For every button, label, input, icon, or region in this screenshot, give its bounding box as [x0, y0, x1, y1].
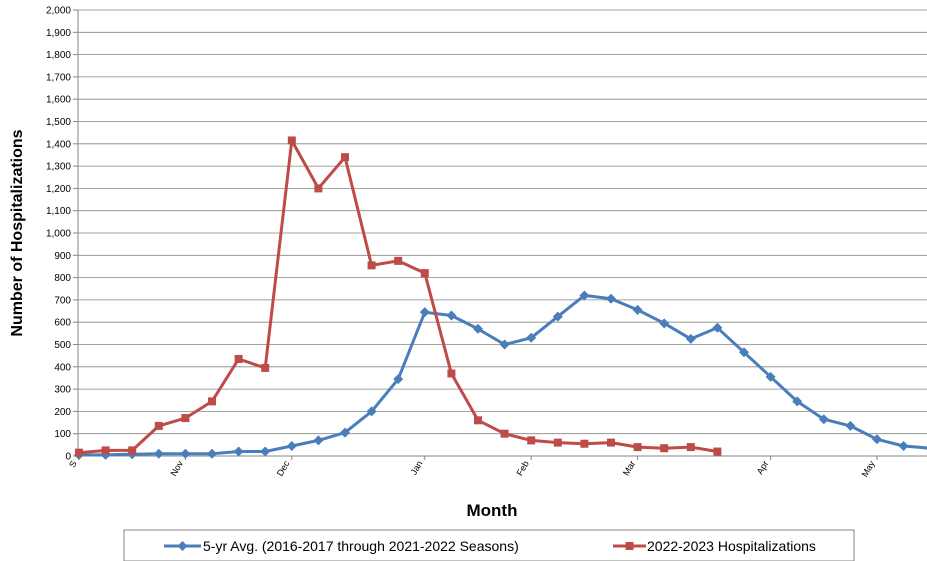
- y-tick-label: 1,200: [46, 184, 71, 195]
- y-tick-label: 200: [54, 407, 71, 418]
- y-tick-label: 1,600: [46, 95, 71, 106]
- y-tick-label: 1,300: [46, 162, 71, 173]
- data-point: [526, 332, 537, 343]
- y-tick-label: 900: [54, 251, 71, 262]
- y-tick-label: 300: [54, 385, 71, 396]
- data-point: [713, 447, 722, 456]
- y-tick-label: 0: [65, 452, 71, 463]
- data-point: [553, 438, 562, 447]
- data-point: [153, 448, 164, 459]
- data-point: [872, 434, 882, 445]
- y-tick-label: 400: [54, 362, 71, 373]
- data-point: [341, 153, 349, 162]
- data-point: [101, 446, 110, 455]
- data-point: [180, 448, 191, 459]
- data-point: [500, 429, 509, 438]
- data-point: [233, 446, 244, 457]
- y-tick-label: 1,700: [46, 72, 71, 83]
- data-point: [366, 406, 377, 417]
- y-tick-label: 1,100: [46, 206, 71, 217]
- data-point: [208, 397, 216, 406]
- legend-box: [123, 529, 855, 561]
- y-axis-title: Number of Hospitalizations: [9, 129, 26, 336]
- data-point: [686, 443, 695, 452]
- data-point: [154, 421, 163, 430]
- x-tick-label: S: [67, 459, 79, 469]
- x-tick-label: Apr: [755, 459, 771, 476]
- y-axis-ticks: 0 100 200 300 400 500 600 700 800 900 1,000 1,100 1,…: [46, 6, 78, 463]
- y-tick-label: 1,800: [46, 50, 71, 61]
- data-point: [580, 439, 589, 448]
- y-tick-label: 700: [54, 295, 71, 306]
- legend-marker-5yr: [177, 541, 188, 551]
- data-point: [552, 311, 563, 322]
- data-point: [367, 261, 376, 270]
- data-point: [499, 339, 510, 350]
- y-tick-label: 1,400: [46, 139, 71, 150]
- legend-label-5yr: 5-yr Avg. (2016-2017 through 2021-2022 S…: [203, 538, 519, 554]
- data-point: [739, 347, 749, 358]
- data-point: [419, 307, 430, 318]
- data-point: [473, 323, 483, 334]
- series-0: [74, 290, 927, 460]
- y-tick-label: 600: [54, 318, 71, 329]
- data-point: [207, 448, 217, 459]
- data-point: [845, 420, 856, 431]
- x-tick-label: Jan: [409, 459, 425, 477]
- y-tick-label: 2,000: [46, 6, 71, 17]
- data-point: [447, 369, 456, 378]
- data-point: [527, 436, 536, 445]
- data-point: [659, 318, 670, 329]
- data-point: [75, 448, 83, 457]
- data-point: [633, 443, 642, 452]
- x-tick-label: Mar: [621, 459, 637, 477]
- legend: 5-yr Avg. (2016-2017 through 2021-2022 S…: [123, 529, 855, 561]
- data-point: [579, 290, 590, 301]
- y-tick-label: 1,000: [46, 229, 71, 240]
- data-point: [261, 363, 270, 372]
- data-point: [712, 322, 723, 333]
- data-point: [314, 184, 323, 193]
- y-tick-label: 100: [54, 429, 71, 440]
- data-point: [446, 310, 457, 321]
- data-point: [393, 374, 404, 385]
- data-point: [181, 414, 190, 423]
- series-layer: [74, 136, 927, 460]
- data-point: [286, 440, 297, 451]
- data-point: [420, 269, 429, 278]
- data-point: [685, 333, 696, 344]
- data-point: [234, 354, 243, 363]
- data-point: [340, 427, 350, 438]
- data-point: [660, 444, 669, 453]
- data-point: [632, 304, 643, 315]
- data-point: [818, 414, 829, 425]
- data-point: [260, 446, 271, 457]
- data-point: [394, 256, 403, 265]
- legend-marker-2022: [625, 542, 634, 550]
- series-1: [75, 136, 722, 457]
- x-axis-ticks: S Nov Dec Jan Feb Mar Apr May: [67, 456, 878, 479]
- x-tick-label: Nov: [168, 459, 185, 478]
- y-tick-label: 800: [54, 273, 71, 284]
- data-point: [474, 416, 482, 425]
- x-tick-label: Dec: [275, 459, 292, 478]
- y-tick-label: 1,900: [46, 28, 71, 39]
- data-point: [606, 293, 616, 304]
- data-point: [898, 440, 909, 451]
- y-tick-label: 500: [54, 340, 71, 351]
- legend-label-2022: 2022-2023 Hospitalizations: [647, 538, 816, 554]
- data-point: [313, 435, 324, 446]
- data-point: [765, 371, 776, 382]
- data-point: [287, 136, 296, 145]
- data-point: [128, 446, 137, 455]
- x-axis-title: Month: [467, 501, 518, 520]
- x-tick-label: Feb: [515, 459, 531, 477]
- y-tick-label: 1,500: [46, 117, 71, 128]
- data-point: [792, 396, 803, 407]
- data-point: [607, 438, 615, 447]
- x-tick-label: May: [860, 459, 877, 479]
